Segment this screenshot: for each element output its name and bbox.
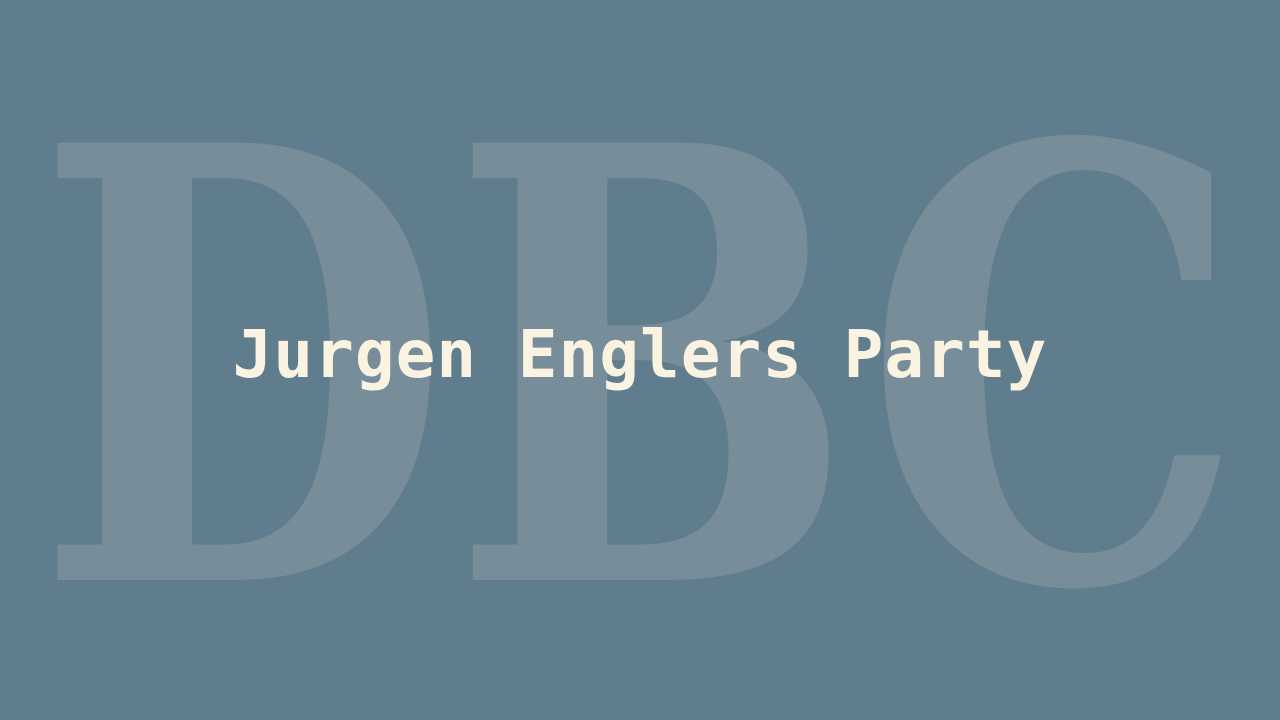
watermark-letters: DBC <box>35 17 1245 720</box>
slide-title: Jurgen Englers Party <box>232 316 1048 393</box>
